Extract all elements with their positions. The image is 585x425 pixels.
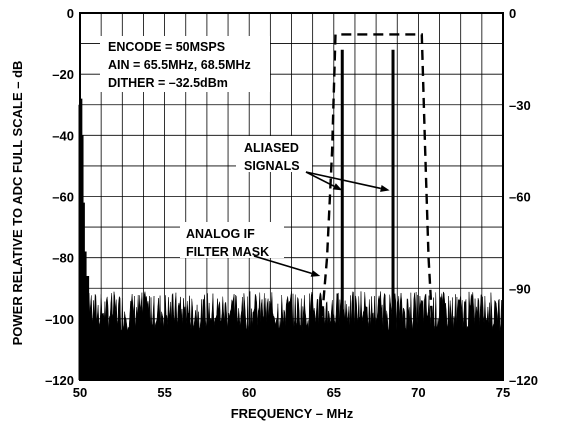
y-right-tick-label: –120 — [509, 373, 538, 388]
aliased-arrow-right — [305, 171, 382, 190]
filter-label-line2: FILTER MASK — [186, 245, 269, 259]
aliased-label-line2: SIGNALS — [244, 159, 300, 173]
y-right-tick-label: 0 — [509, 6, 516, 21]
y-left-tick-label: –80 — [52, 251, 74, 266]
y-right-tick-label: –30 — [509, 98, 531, 113]
info-line-dither: DITHER = –32.5dBm — [108, 76, 228, 90]
info-line-encode: ENCODE = 50MSPS — [108, 40, 225, 54]
y-left-tick-label: –100 — [45, 312, 74, 327]
x-tick-label: 55 — [157, 385, 171, 400]
y-right-tick-labels: 0 –30 –60 –90 –120 — [509, 6, 538, 388]
y-left-tick-labels: 0 –20 –40 –60 –80 –100 –120 — [45, 6, 74, 388]
x-tick-label: 50 — [73, 385, 87, 400]
filter-label-line1: ANALOG IF — [186, 227, 255, 241]
y-left-tick-label: 0 — [67, 6, 74, 21]
x-tick-label: 65 — [327, 385, 341, 400]
noise-floor-fill — [79, 290, 504, 381]
noise-floor — [79, 290, 504, 381]
filter-label-bg — [180, 222, 284, 258]
aliased-arrow-left — [305, 171, 335, 188]
x-tick-label: 60 — [242, 385, 256, 400]
x-tick-label: 75 — [496, 385, 510, 400]
aliased-arrowhead-left — [332, 183, 343, 191]
y-left-tick-label: –60 — [52, 190, 74, 205]
aliased-arrowhead-right — [380, 185, 390, 192]
x-tick-label: 70 — [411, 385, 425, 400]
filter-mask-arrow — [253, 255, 312, 275]
y-left-tick-label: –20 — [52, 67, 74, 82]
filter-mask-line — [315, 33, 437, 381]
y-left-tick-label: –40 — [52, 128, 74, 143]
info-line-ain: AIN = 65.5MHz, 68.5MHz — [108, 58, 251, 72]
aliased-label-bg — [236, 136, 312, 172]
plot-frame — [79, 12, 504, 381]
x-axis-label: FREQUENCY – MHz — [231, 406, 354, 421]
info-box — [100, 36, 270, 92]
filter-mask-arrowhead — [310, 270, 321, 277]
y-axis-label: POWER RELATIVE TO ADC FULL SCALE – dB — [10, 61, 25, 346]
y-left-tick-label: –120 — [45, 373, 74, 388]
aliased-label-line1: ALIASED — [244, 141, 299, 155]
y-right-tick-label: –60 — [509, 190, 531, 205]
y-right-tick-label: –90 — [509, 281, 531, 296]
x-tick-labels: 50 55 60 65 70 75 — [73, 385, 510, 400]
